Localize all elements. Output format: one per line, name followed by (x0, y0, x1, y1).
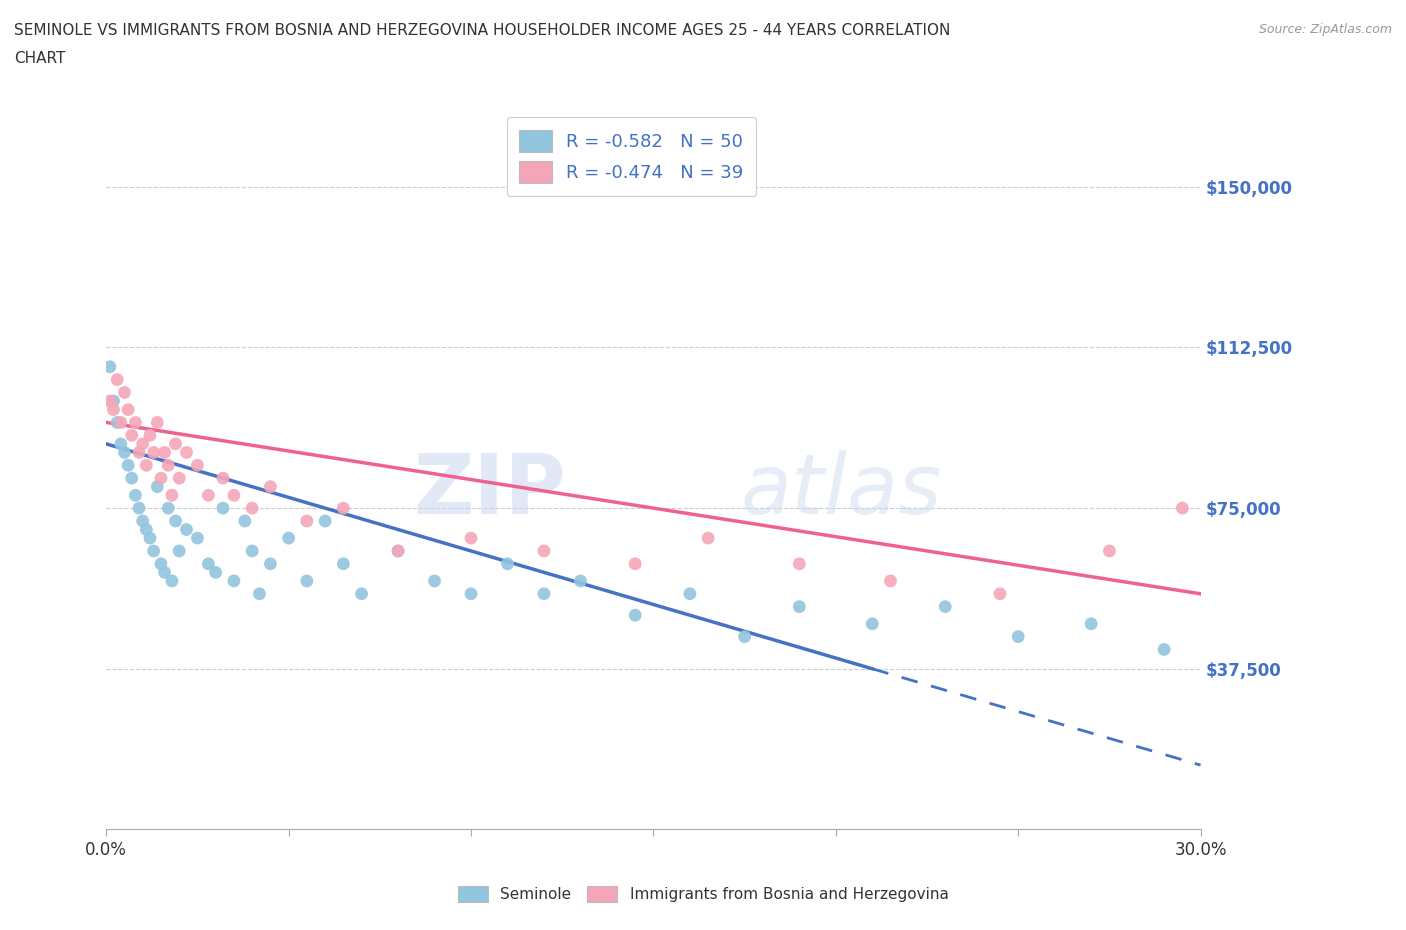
Point (114, 445, 136, 459)
Point (679, 586, 702, 601)
Point (734, 630, 756, 644)
Point (98, 359, 121, 374)
Point (934, 599, 956, 614)
Point (988, 586, 1011, 601)
Text: atlas: atlas (741, 449, 942, 531)
Point (569, 574, 592, 589)
Point (146, 479, 169, 494)
Point (697, 531, 720, 546)
Point (240, 500, 263, 515)
Point (259, 479, 281, 494)
Point (149, 471, 172, 485)
Point (176, 445, 198, 459)
Point (212, 471, 235, 485)
Text: Source: ZipAtlas.com: Source: ZipAtlas.com (1258, 23, 1392, 36)
Text: CHART: CHART (14, 51, 66, 66)
Point (314, 513, 336, 528)
Point (1007, 630, 1029, 644)
Text: SEMINOLE VS IMMIGRANTS FROM BOSNIA AND HERZEGOVINA HOUSEHOLDER INCOME AGES 25 - : SEMINOLE VS IMMIGRANTS FROM BOSNIA AND H… (14, 23, 950, 38)
Point (186, 458, 208, 472)
Point (117, 458, 139, 472)
Point (176, 522, 198, 537)
Point (460, 586, 482, 601)
Point (204, 565, 226, 579)
Legend: R = -0.582   N = 50, R = -0.474   N = 39: R = -0.582 N = 50, R = -0.474 N = 39 (506, 117, 756, 196)
Point (1171, 500, 1194, 515)
Point (240, 543, 263, 558)
Point (1153, 642, 1175, 657)
Point (165, 436, 187, 451)
Point (277, 531, 299, 546)
Point (157, 500, 180, 515)
Point (149, 556, 172, 571)
Point (222, 488, 245, 503)
Point (135, 458, 157, 472)
Point (160, 574, 183, 589)
Point (460, 531, 482, 546)
Point (142, 543, 165, 558)
Point (295, 574, 318, 589)
Legend: Seminole, Immigrants from Bosnia and Herzegovina: Seminole, Immigrants from Bosnia and Her… (451, 880, 955, 909)
Point (105, 415, 128, 430)
Point (350, 586, 373, 601)
Point (233, 513, 256, 528)
Point (533, 586, 555, 601)
Point (197, 556, 219, 571)
Point (153, 445, 176, 459)
Point (139, 428, 162, 443)
Point (135, 522, 157, 537)
Point (114, 385, 136, 400)
Point (142, 445, 165, 459)
Point (332, 556, 354, 571)
Point (153, 565, 176, 579)
Point (496, 556, 519, 571)
Point (103, 393, 125, 408)
Point (132, 436, 155, 451)
Point (128, 500, 150, 515)
Point (105, 372, 128, 387)
Point (423, 574, 446, 589)
Point (789, 556, 811, 571)
Point (212, 500, 235, 515)
Point (121, 471, 143, 485)
Point (124, 415, 146, 430)
Point (167, 471, 190, 485)
Point (165, 513, 187, 528)
Point (110, 436, 132, 451)
Point (387, 543, 409, 558)
Point (295, 513, 318, 528)
Point (167, 543, 190, 558)
Point (789, 599, 811, 614)
Point (98, 393, 121, 408)
Point (132, 513, 155, 528)
Point (860, 617, 883, 631)
Text: ZIP: ZIP (413, 449, 565, 531)
Point (387, 543, 409, 558)
Point (1080, 617, 1102, 631)
Point (160, 488, 183, 503)
Point (533, 543, 555, 558)
Point (1098, 543, 1121, 558)
Point (624, 608, 647, 623)
Point (103, 402, 125, 417)
Point (197, 488, 219, 503)
Point (110, 415, 132, 430)
Point (259, 556, 281, 571)
Point (879, 574, 901, 589)
Point (117, 402, 139, 417)
Point (332, 500, 354, 515)
Point (249, 586, 271, 601)
Point (146, 415, 169, 430)
Point (222, 574, 245, 589)
Point (624, 556, 647, 571)
Point (139, 531, 162, 546)
Point (121, 428, 143, 443)
Point (157, 458, 180, 472)
Point (186, 531, 208, 546)
Point (124, 488, 146, 503)
Point (128, 445, 150, 459)
